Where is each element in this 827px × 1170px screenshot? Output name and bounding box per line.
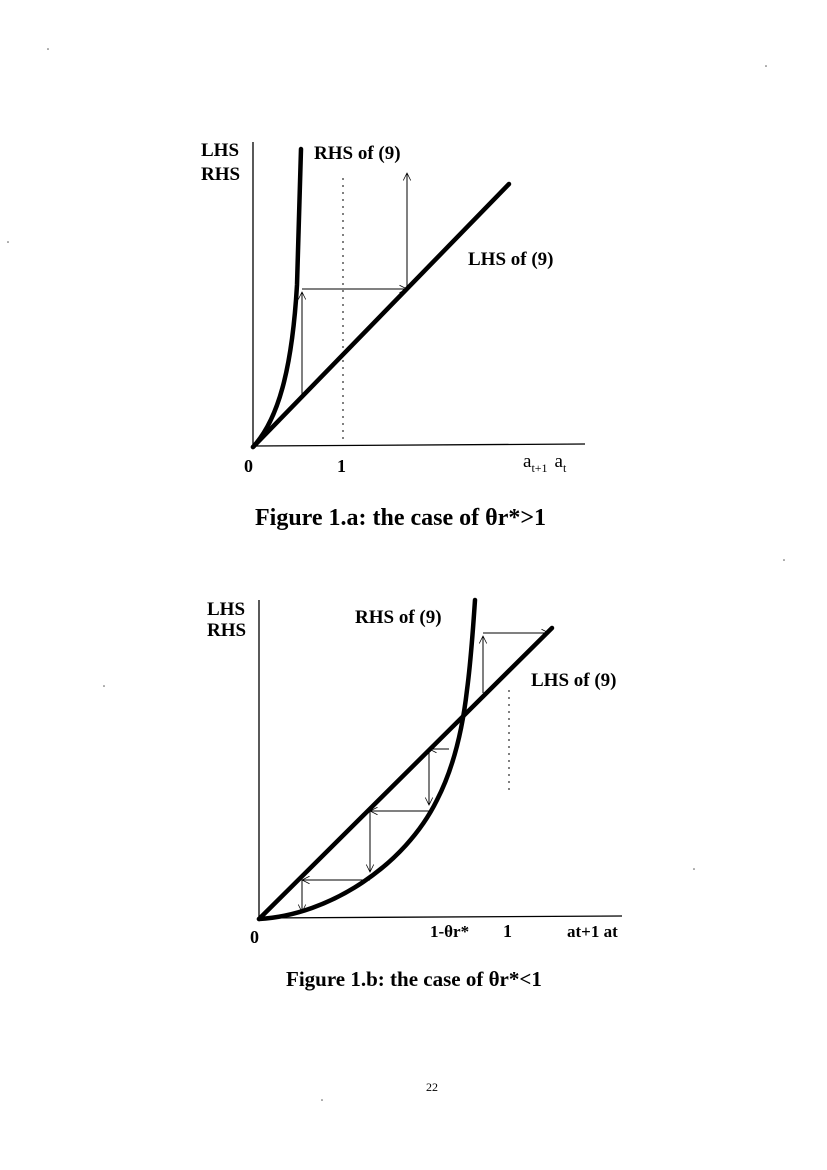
x-axis-label-main-2: a	[555, 451, 564, 472]
y-axis-label-rhs: RHS	[201, 164, 240, 185]
figure-1b-caption: Figure 1.b: the case of θr*<1	[286, 967, 542, 991]
lhs-line-label: LHS of (9)	[468, 249, 554, 270]
scan-speck	[693, 868, 695, 870]
figure-1a: LHS RHS RHS of (9) LHS of (9) 0 1 at+1 at…	[201, 140, 586, 531]
lhs-line	[256, 625, 555, 922]
rhs-curve	[256, 597, 478, 922]
rhs-curve-label: RHS of (9)	[314, 143, 401, 164]
origin-tick: 0	[250, 927, 259, 947]
one-tick: 1	[337, 456, 346, 476]
x-axis-label: at+1 at	[523, 451, 567, 475]
origin-tick: 0	[244, 456, 253, 476]
x-axis-label-sub-1: t+1	[531, 461, 547, 475]
lhs-line-label: LHS of (9)	[531, 670, 617, 691]
y-axis-label-lhs: LHS	[207, 599, 245, 620]
scan-speck	[103, 685, 105, 687]
y-axis-label-lhs: LHS	[201, 140, 239, 161]
x-axis	[258, 915, 623, 919]
rhs-curve	[250, 146, 304, 450]
x-axis-label: at+1 at	[567, 922, 618, 941]
page-number: 22	[426, 1080, 438, 1094]
x-axis-label-sub-2: t	[563, 461, 567, 475]
scan-speck	[765, 65, 767, 67]
scan-speck	[7, 241, 9, 243]
lhs-line	[250, 181, 512, 450]
figure-1b: LHS RHS RHS of (9) LHS of (9) 0 1-θr* 1 …	[207, 597, 623, 991]
x-axis	[252, 443, 586, 447]
scan-speck	[783, 559, 785, 561]
one-tick: 1	[503, 921, 512, 941]
figure-1a-caption: Figure 1.a: the case of θr*>1	[255, 505, 546, 531]
scan-speck	[47, 48, 49, 50]
scan-speck	[321, 1099, 323, 1101]
y-axis-label-rhs: RHS	[207, 620, 246, 641]
x-axis-label-main-1: a	[523, 451, 532, 472]
rhs-curve-label: RHS of (9)	[355, 607, 442, 628]
fixed-point-tick: 1-θr*	[430, 922, 469, 941]
